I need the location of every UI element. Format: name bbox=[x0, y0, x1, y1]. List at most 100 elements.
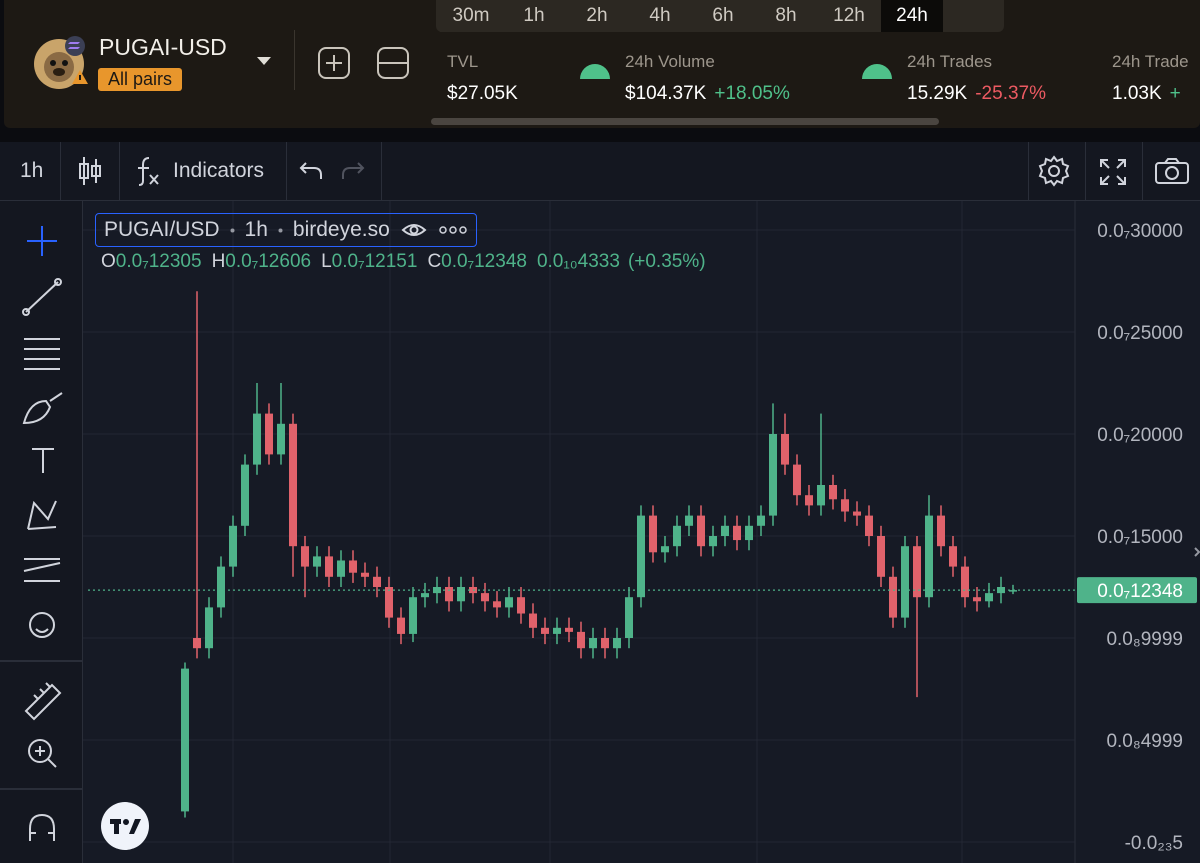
snapshot-button[interactable] bbox=[1154, 157, 1190, 185]
fib-tool[interactable] bbox=[24, 338, 60, 370]
candle-body bbox=[577, 631, 585, 649]
ohlc-value: 0.0₇12151 bbox=[331, 251, 418, 272]
candle-body bbox=[289, 423, 297, 547]
y-tick-label: 0.0₇30000 bbox=[1097, 221, 1183, 242]
drawing-toolbar bbox=[0, 201, 83, 863]
candle-body bbox=[649, 515, 657, 553]
candle-body bbox=[541, 627, 549, 634]
timeframe-button[interactable]: 24h bbox=[881, 0, 943, 32]
timeframe-button[interactable]: 30m bbox=[440, 0, 502, 32]
candle-body bbox=[493, 601, 501, 608]
split-button[interactable] bbox=[376, 46, 410, 80]
legend-symbol: PUGAI/USD bbox=[104, 218, 220, 241]
emoji-tool[interactable] bbox=[29, 612, 55, 638]
ruler-tool[interactable] bbox=[24, 682, 62, 721]
candle-body bbox=[877, 535, 885, 577]
candle-body bbox=[217, 566, 225, 608]
candle-body bbox=[277, 423, 285, 455]
price-axis: 0.0₇30000 0.0₇25000 0.0₇20000 0.0₇15000 0.0₈… bbox=[1077, 221, 1197, 854]
y-tick-label: 0.0₇25000 bbox=[1097, 323, 1183, 344]
candle-body bbox=[481, 593, 489, 602]
timeframe-button[interactable]: 1h bbox=[503, 0, 565, 32]
legend-title[interactable]: PUGAI/USD 1h birdeye.so bbox=[95, 213, 477, 247]
divider bbox=[286, 142, 287, 200]
candle-body bbox=[985, 593, 993, 602]
candle-body bbox=[409, 597, 417, 634]
y-tick-label: 0.0₇20000 bbox=[1097, 425, 1183, 446]
stat-change: +18.05% bbox=[714, 83, 790, 104]
divider bbox=[119, 142, 120, 200]
indicators-icon[interactable] bbox=[135, 155, 161, 187]
stat-label: 24h Trades bbox=[907, 52, 993, 71]
candle-body bbox=[889, 576, 897, 618]
forecast-tool[interactable] bbox=[23, 558, 61, 582]
stat-value: $27.05K bbox=[447, 83, 518, 104]
pattern-tool[interactable] bbox=[27, 500, 57, 530]
timeframe-bar: 30m 1h 2h 4h 6h 8h 12h 24h bbox=[436, 0, 1004, 32]
last-price-box bbox=[1077, 577, 1197, 604]
candle-body bbox=[793, 464, 801, 496]
fullscreen-button[interactable] bbox=[1099, 158, 1127, 186]
redo-button[interactable] bbox=[340, 160, 366, 182]
indicators-button[interactable]: Indicators bbox=[173, 159, 265, 182]
stat-row: 1.03K + bbox=[1112, 83, 1181, 105]
more-icon[interactable] bbox=[438, 225, 468, 235]
separator-dot bbox=[278, 228, 283, 232]
candle-body bbox=[229, 525, 237, 567]
stat-value: 1.03K bbox=[1112, 83, 1162, 104]
stat-label: 24h Volume bbox=[625, 52, 715, 71]
candle-body bbox=[685, 515, 693, 526]
legend-interval: 1h bbox=[244, 218, 268, 241]
candle-body bbox=[313, 556, 321, 567]
tv-logo bbox=[101, 802, 149, 850]
ohlc-key: O bbox=[101, 251, 116, 272]
buy-sell-icon bbox=[580, 64, 610, 79]
candle-body bbox=[853, 511, 861, 516]
ohlc-value: 0.0₇12305 bbox=[115, 251, 202, 272]
candle-body bbox=[553, 627, 561, 634]
timeframe-button[interactable]: 2h bbox=[566, 0, 628, 32]
candle-body bbox=[745, 525, 753, 541]
magnet-tool[interactable] bbox=[29, 813, 55, 841]
settings-button[interactable] bbox=[1038, 155, 1070, 187]
brush-tool[interactable] bbox=[22, 392, 63, 425]
interval-button[interactable]: 1h bbox=[20, 159, 44, 182]
separator-dot bbox=[230, 228, 235, 232]
candle-body bbox=[673, 525, 681, 547]
crosshair-tool[interactable] bbox=[27, 226, 57, 256]
scroll-arrow[interactable] bbox=[1194, 547, 1200, 557]
scrollbar[interactable] bbox=[431, 118, 939, 125]
stat-row: $27.05K bbox=[447, 83, 518, 105]
undo-button[interactable] bbox=[298, 160, 324, 182]
divider bbox=[1028, 142, 1029, 200]
candle-body bbox=[937, 515, 945, 547]
pair-name: PUGAI-USD bbox=[99, 34, 227, 60]
candle-body bbox=[361, 572, 369, 577]
stat-label: 24h Trade bbox=[1112, 52, 1189, 71]
trendline-tool[interactable] bbox=[25, 281, 59, 313]
eye-icon[interactable] bbox=[400, 220, 428, 240]
timeframe-button[interactable]: 4h bbox=[629, 0, 691, 32]
timeframe-button[interactable]: 6h bbox=[692, 0, 754, 32]
candle-body bbox=[517, 597, 525, 614]
candle-body bbox=[925, 515, 933, 598]
zoom-tool[interactable] bbox=[28, 739, 52, 763]
candle-body bbox=[757, 515, 765, 526]
timeframe-button[interactable]: 12h bbox=[818, 0, 880, 32]
candle-body bbox=[901, 546, 909, 618]
dropdown-caret[interactable] bbox=[255, 55, 273, 67]
legend-values: O0.0₇12305 H0.0₇12606 L0.0₇12151 C0.0₇12348… bbox=[101, 251, 706, 273]
divider bbox=[381, 142, 382, 200]
add-button[interactable] bbox=[317, 46, 351, 80]
last-price-label: 0.0₇12348 bbox=[1097, 581, 1183, 602]
text-tool[interactable] bbox=[32, 448, 54, 473]
timeframe-button[interactable]: 8h bbox=[755, 0, 817, 32]
candle-body bbox=[733, 525, 741, 541]
candle-body bbox=[205, 607, 213, 649]
candle-body bbox=[445, 587, 453, 602]
all-pairs-button[interactable]: All pairs bbox=[98, 68, 183, 91]
candle-type-button[interactable] bbox=[77, 155, 103, 187]
candle-body bbox=[385, 587, 393, 618]
